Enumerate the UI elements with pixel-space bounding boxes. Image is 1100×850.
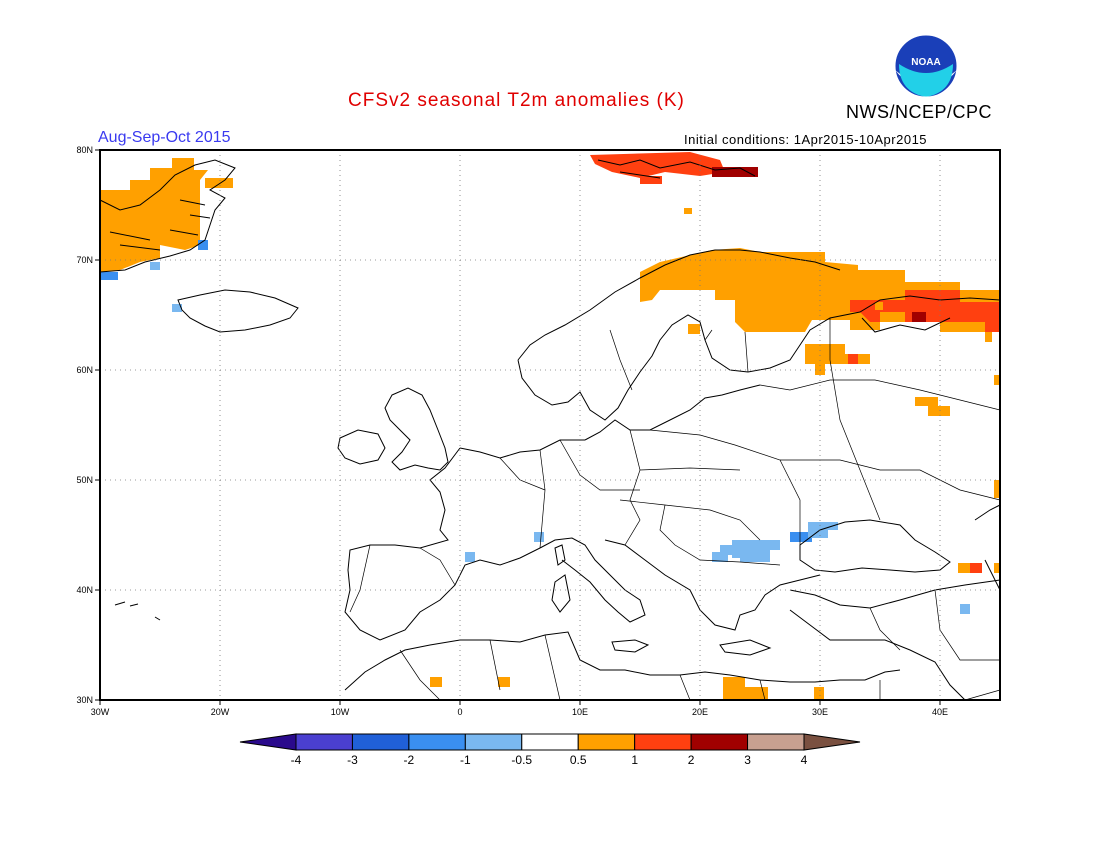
lon-labels: 30W 20W 10W 0 10E 20E 30E 40E xyxy=(91,707,948,717)
lat-label: 40N xyxy=(76,585,93,595)
colorbar-swatch xyxy=(690,733,749,751)
colorbar-left-arrow xyxy=(239,733,297,751)
colorbar-label: 2 xyxy=(688,753,695,767)
colorbar-label: -0.5 xyxy=(511,753,532,767)
initial-conditions-label: Initial conditions: 1Apr2015-10Apr2015 xyxy=(684,132,928,147)
colorbar-swatch xyxy=(521,733,579,751)
map-frame xyxy=(99,149,1001,701)
lon-label: 30W xyxy=(91,707,110,717)
noaa-logo-text: NOAA xyxy=(911,57,940,68)
lat-labels: 80N 70N 60N 50N 40N 30N xyxy=(76,145,93,705)
map-title: CFSv2 seasonal T2m anomalies (K) xyxy=(348,90,685,111)
lon-label: 30E xyxy=(812,707,828,717)
period-label: Aug-Sep-Oct 2015 xyxy=(98,129,231,146)
colorbar-label: 4 xyxy=(801,753,808,767)
noaa-logo: NOAA xyxy=(894,34,958,98)
colorbar-swatch xyxy=(351,733,410,751)
colorbar-label: -1 xyxy=(460,753,471,767)
colorbar-swatch xyxy=(634,733,692,751)
agency-label: NWS/NCEP/CPC xyxy=(846,102,993,122)
colorbar-label: -4 xyxy=(291,753,302,767)
lon-label: 40E xyxy=(932,707,948,717)
lon-label: 20E xyxy=(692,707,708,717)
gridlines xyxy=(100,150,1000,700)
colorbar-swatch xyxy=(408,733,466,751)
colorbar-label: 3 xyxy=(744,753,751,767)
lon-label: 0 xyxy=(457,707,462,717)
lat-label: 30N xyxy=(76,695,93,705)
lat-label: 70N xyxy=(76,255,93,265)
lat-label: 50N xyxy=(76,475,93,485)
lon-label: 20W xyxy=(211,707,230,717)
colorbar-label: -2 xyxy=(404,753,415,767)
colorbar-swatch xyxy=(747,733,805,751)
colorbar-swatch xyxy=(464,733,523,751)
colorbar-swatch xyxy=(577,733,636,751)
lon-label: 10W xyxy=(331,707,350,717)
lat-label: 80N xyxy=(76,145,93,155)
lon-label: 10E xyxy=(572,707,588,717)
tick-marks xyxy=(95,149,941,705)
coastlines xyxy=(99,159,1001,701)
colorbar-label: 0.5 xyxy=(570,753,587,767)
map-area xyxy=(100,150,1000,700)
colorbar-label: -3 xyxy=(347,753,358,767)
colorbar: -4 -3 -2 -1 -0.5 0.5 1 2 3 4 xyxy=(239,733,861,767)
country-borders xyxy=(349,318,1001,701)
colorbar-label: 1 xyxy=(631,753,638,767)
lat-label: 60N xyxy=(76,365,93,375)
colorbar-right-arrow xyxy=(803,733,861,751)
colorbar-swatch xyxy=(295,733,353,751)
